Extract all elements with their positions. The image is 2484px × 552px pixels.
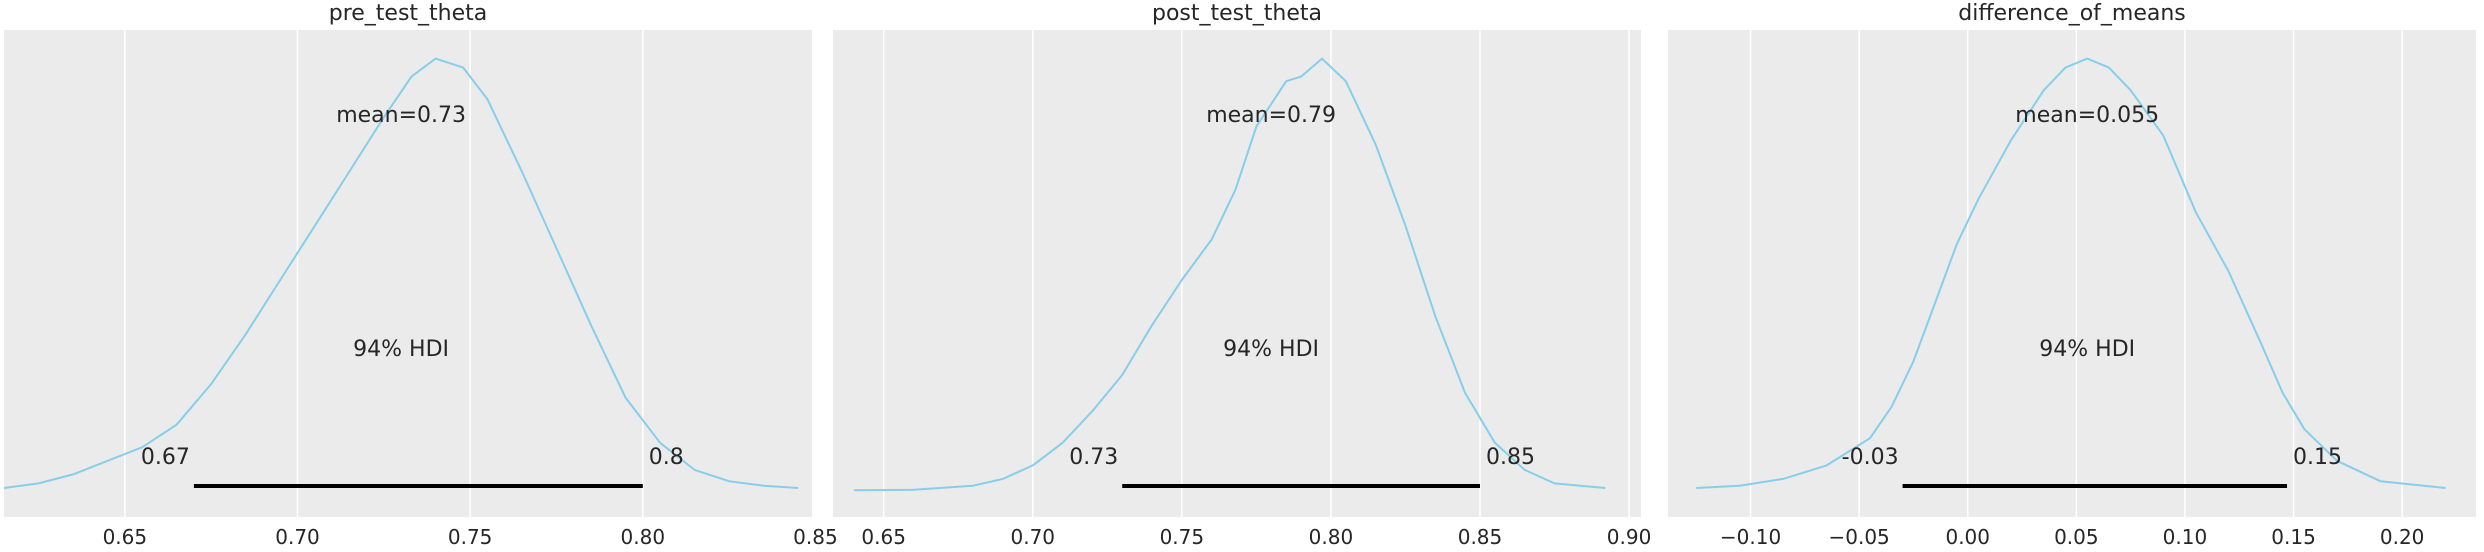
x-tick-label: 0.15 xyxy=(2271,525,2316,549)
x-tick-label: 0.10 xyxy=(2163,525,2208,549)
x-tick-label: 0.05 xyxy=(2054,525,2099,549)
x-tick-label: 0.70 xyxy=(1010,525,1055,549)
x-tick-label: 0.00 xyxy=(1945,525,1990,549)
density-curve xyxy=(853,57,1606,492)
mean-label: mean=0.73 xyxy=(336,103,466,128)
x-tick-label: 0.65 xyxy=(861,525,906,549)
hdi-low-label: -0.03 xyxy=(1842,445,1899,470)
hdi-percent-label: 94% HDI xyxy=(1223,337,1319,362)
plot-area xyxy=(1668,30,2476,517)
hdi-high-label: 0.85 xyxy=(1486,445,1535,470)
hdi-high-label: 0.8 xyxy=(649,445,684,470)
x-tick-label: 0.75 xyxy=(448,525,493,549)
x-tick-label: −0.05 xyxy=(1828,525,1889,549)
panel-title: post_test_theta xyxy=(1152,1,1322,26)
hdi-percent-label: 94% HDI xyxy=(2039,337,2135,362)
panel-title: pre_test_theta xyxy=(329,1,488,26)
plot-area xyxy=(4,30,812,517)
x-tick-label: 0.70 xyxy=(275,525,320,549)
x-tick-label: 0.85 xyxy=(793,525,838,549)
x-tick-label: 0.80 xyxy=(1309,525,1354,549)
mean-label: mean=0.79 xyxy=(1206,103,1336,128)
density-curve xyxy=(1696,57,2446,489)
x-tick-label: 0.75 xyxy=(1160,525,1205,549)
x-tick-label: −0.10 xyxy=(1720,525,1781,549)
x-tick-label: 0.80 xyxy=(621,525,666,549)
mean-label: mean=0.055 xyxy=(2015,103,2159,128)
x-tick-label: 0.65 xyxy=(103,525,148,549)
hdi-high-label: 0.15 xyxy=(2293,445,2342,470)
hdi-percent-label: 94% HDI xyxy=(353,337,449,362)
panel-title: difference_of_means xyxy=(1958,1,2186,26)
hdi-low-label: 0.73 xyxy=(1069,445,1118,470)
x-tick-label: 0.85 xyxy=(1458,525,1503,549)
plot-area xyxy=(833,30,1641,517)
x-tick-label: 0.20 xyxy=(2380,525,2425,549)
hdi-low-label: 0.67 xyxy=(141,445,190,470)
density-curve xyxy=(3,57,799,489)
x-tick-label: 0.90 xyxy=(1607,525,1652,549)
